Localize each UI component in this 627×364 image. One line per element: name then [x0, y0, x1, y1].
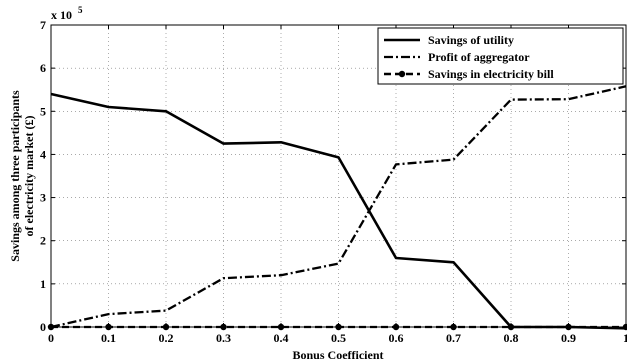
- x-tick-label: 0: [48, 331, 54, 345]
- x-tick-label: 0.1: [101, 331, 116, 345]
- series-line-profit-of-aggregator: [50, 85, 627, 329]
- y-tick-label: 0: [40, 320, 46, 334]
- y-tick-label: 4: [40, 147, 46, 161]
- y-multiplier-base: x 10: [51, 8, 72, 22]
- x-tick-label: 0.2: [159, 331, 174, 345]
- x-tick-label: 0.7: [446, 331, 461, 345]
- y-multiplier-exponent: 5: [78, 5, 83, 15]
- x-tick-label: 0.5: [331, 331, 346, 345]
- legend-marker-savings-in-electricity-bill: [398, 70, 406, 78]
- x-tick-label: 0.3: [216, 331, 231, 345]
- x-tick-label: 0.4: [274, 331, 289, 345]
- x-tick-label: 0.8: [504, 331, 519, 345]
- y-tick-label: 6: [40, 61, 46, 75]
- y-tick-label: 1: [40, 277, 46, 291]
- x-tick-label: 0.6: [389, 331, 404, 345]
- x-axis-title: Bonus Coefficient: [293, 348, 384, 362]
- y-axis-title-line-1: Savings among three participants: [8, 90, 22, 262]
- y-tick-label: 5: [40, 104, 46, 118]
- series-lines: [47, 85, 627, 331]
- legend: Savings of utility Profit of aggregator …: [377, 27, 624, 85]
- y-tick-label: 3: [40, 191, 46, 205]
- axis-ticks: 0 0.1 0.2 0.3 0.4 0.5 0.6 0.7 0.8 0.9 1 0 1 2 3 4 5 6 7: [40, 18, 627, 345]
- legend-label-savings-of-utility: Savings of utility: [428, 33, 514, 47]
- legend-label-savings-in-electricity-bill: Savings in electricity bill: [428, 67, 554, 81]
- legend-label-profit-of-aggregator: Profit of aggregator: [428, 50, 530, 64]
- y-axis-title-line-2: of electricity market (£): [22, 116, 36, 237]
- y-tick-label: 2: [40, 234, 46, 248]
- y-tick-label: 7: [40, 18, 46, 32]
- x-tick-label: 1: [623, 331, 627, 345]
- x-tick-label: 0.9: [561, 331, 576, 345]
- y-axis-title: Savings among three participants of elec…: [8, 90, 36, 262]
